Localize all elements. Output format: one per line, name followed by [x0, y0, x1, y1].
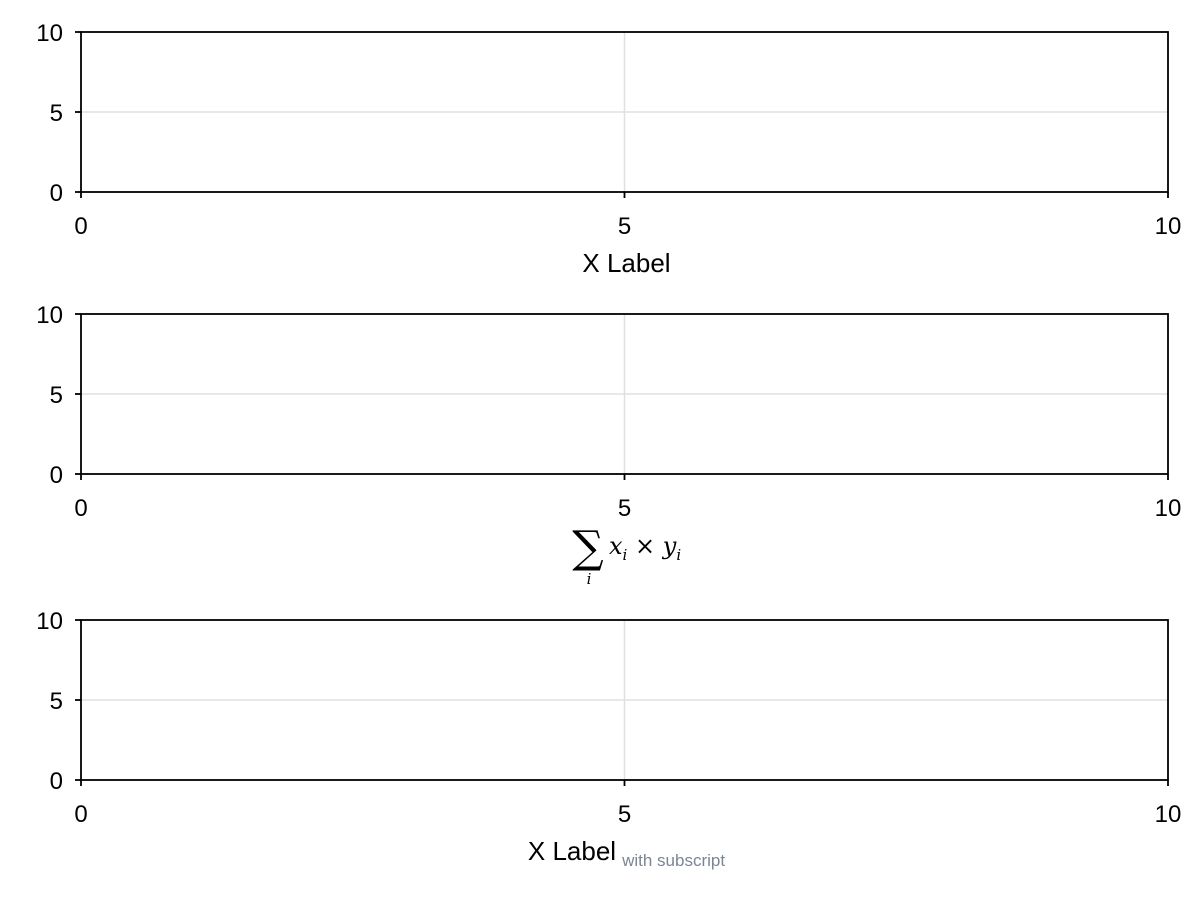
math-var-y: y [655, 532, 677, 560]
subplot-3: 0 5 10 0 5 10 X Label with subscript [36, 608, 1181, 870]
x-tick-label: 5 [618, 213, 631, 240]
y-tick-label: 10 [36, 302, 63, 329]
x-tick-label: 10 [1155, 213, 1182, 240]
y-tick-label: 10 [36, 608, 63, 635]
x-tick-label: 5 [618, 495, 631, 522]
x-axis-label: ∑ixi × yi [572, 522, 681, 588]
y-tick-label: 5 [50, 382, 63, 409]
y-tick-label: 0 [50, 180, 63, 207]
x-tick-label: 0 [74, 213, 87, 240]
x-axis-label: X Label [582, 248, 670, 278]
x-tick-label: 0 [74, 801, 87, 828]
subplot-1: 0 5 10 0 5 10 X Label [36, 20, 1181, 278]
y-tick-label: 5 [50, 100, 63, 127]
x-tick-label: 5 [618, 801, 631, 828]
y-tick-label: 10 [36, 20, 63, 47]
math-var-x: x [609, 532, 623, 560]
x-tick-label: 10 [1155, 495, 1182, 522]
x-tick-label: 0 [74, 495, 87, 522]
x-axis-label-text: X Label [528, 836, 616, 866]
math-subscript: i [623, 546, 628, 564]
sum-index: i [587, 570, 592, 588]
y-tick-label: 5 [50, 688, 63, 715]
math-expression: xi × yi [609, 532, 681, 564]
y-tick-label: 0 [50, 768, 63, 795]
sum-symbol: ∑ [572, 522, 603, 573]
x-tick-label: 10 [1155, 801, 1182, 828]
x-axis-label-text: X Label [582, 248, 670, 278]
x-axis-label-subscript: with subscript [621, 851, 725, 870]
x-axis-label: X Label with subscript [528, 836, 725, 870]
math-times: × [627, 532, 655, 560]
math-subscript: i [676, 546, 681, 564]
y-tick-label: 0 [50, 462, 63, 489]
